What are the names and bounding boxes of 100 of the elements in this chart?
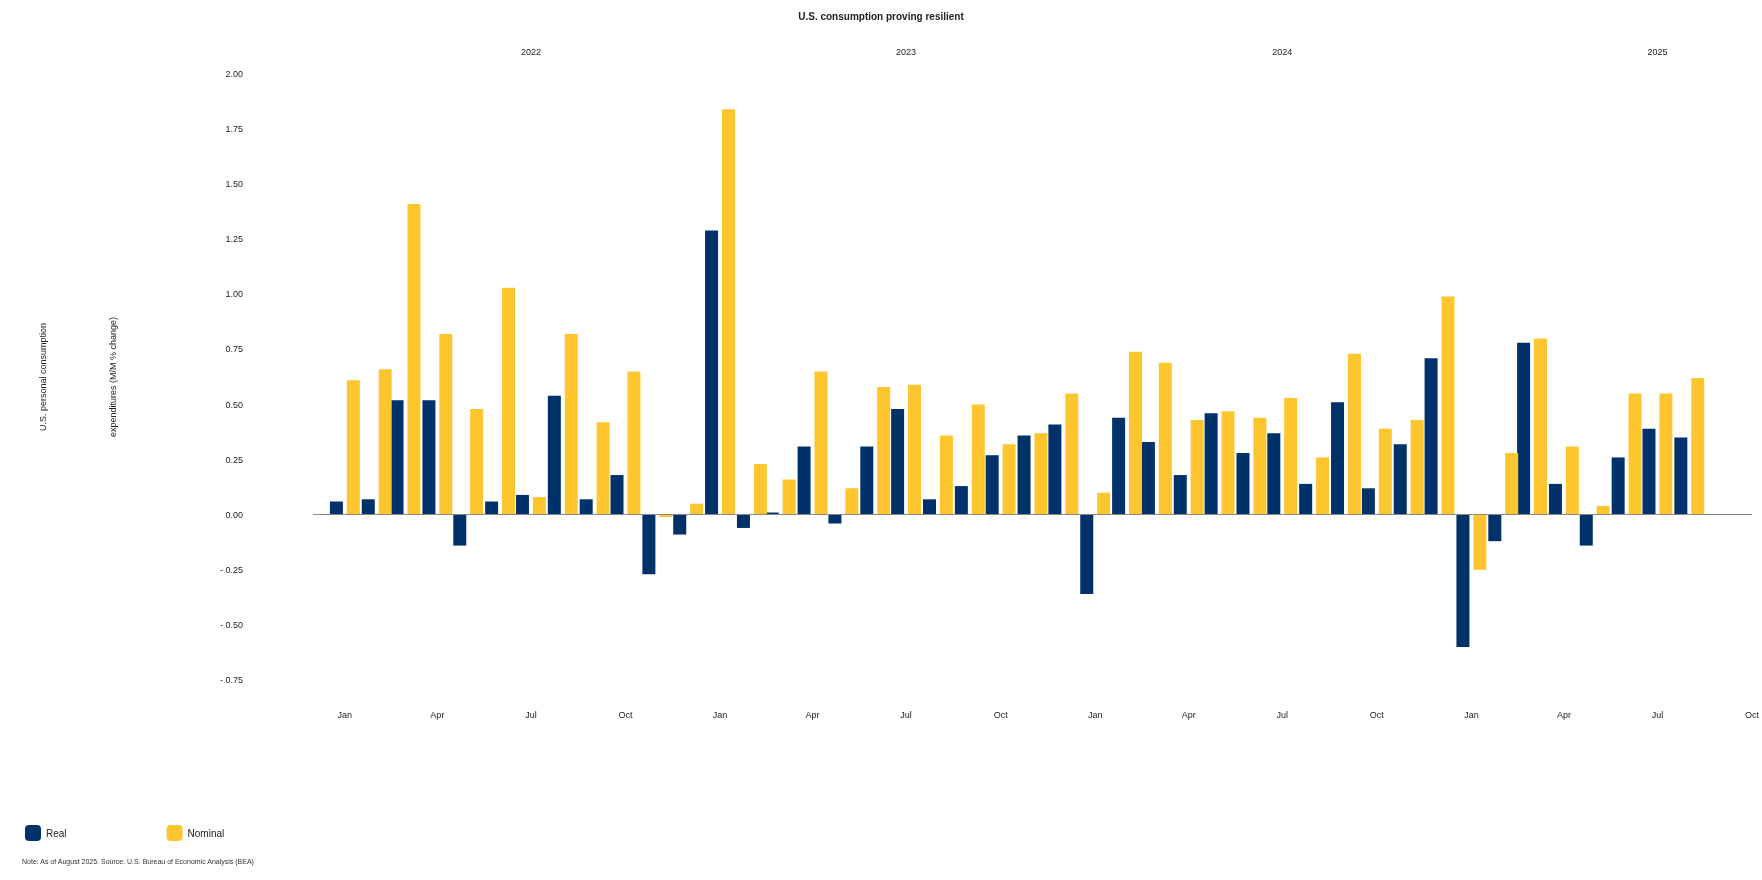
x-tick-label: Jan [1087,709,1103,720]
bar [1080,514,1094,595]
bar [1347,353,1361,515]
bar [1628,393,1642,515]
bar [390,400,404,515]
bar [1284,397,1298,515]
bar [673,514,687,535]
bar [1548,483,1562,515]
bar [939,435,953,515]
x2-tick-label: 2024 [1272,46,1293,57]
bar [908,384,922,515]
bar [1378,428,1392,515]
bar [1505,453,1519,515]
bar [1065,393,1079,515]
bar [1316,457,1330,515]
bar [1441,296,1455,515]
x-tick-label: Jul [525,709,537,720]
bar [1361,488,1375,515]
y-tick-label: - 0.75 [219,675,243,685]
y-tick-label: 0.75 [225,344,243,355]
bar [1674,437,1688,515]
bar [797,446,811,515]
bar [532,497,546,515]
bar [1034,433,1048,515]
bar [1253,417,1267,515]
bar [1410,419,1424,515]
bar [721,109,735,515]
x-tick-label: Apr [805,709,820,720]
y-tick-label: 1.75 [225,124,243,135]
bar [922,499,936,515]
bar [1173,475,1187,515]
bar [1048,424,1062,515]
bar [1659,393,1673,515]
bar [1488,514,1502,542]
bar [407,204,421,515]
bar [690,503,704,515]
bar [485,501,499,515]
bar [782,479,796,515]
x-tick-label: Jan [1464,709,1479,720]
text: U.S. personal consumption expenditures (M/M % change) [38,316,118,438]
bar [891,408,905,515]
x-tick-label: Jan [337,709,353,720]
y-tick-label: 1.50 [225,179,243,190]
bar [329,501,343,515]
bar [1579,514,1593,546]
chart-title: U.S. consumption proving resilient [798,10,965,22]
x-tick-label: Jan [712,709,728,720]
y-tick-label: - 0.25 [219,564,243,575]
x-tick-label: Oct [993,709,1009,720]
x-tick-label: Oct [1369,709,1385,720]
bar [659,514,673,517]
bar [705,230,719,515]
x2-tick-label: 2025 [1647,46,1668,57]
y-tick-label: 0.00 [225,509,243,520]
bar [1611,457,1625,515]
bar [1642,428,1656,515]
y-tick-label: 1.00 [225,289,243,300]
bar [1204,413,1218,515]
bar [753,464,767,515]
x-tick-label: Oct [618,709,633,720]
bar [1112,417,1126,515]
x-tick-label: Jul [1276,709,1289,720]
x-tick-label: Jul [900,709,912,720]
bar [1424,358,1438,515]
bar [642,514,656,575]
bar [1331,402,1345,515]
x2-tick-label: 2023 [896,46,917,57]
y-tick-label: 0.25 [225,454,243,465]
bar [877,386,891,515]
bar [736,514,750,528]
legend-label: Real [46,827,67,839]
x-tick-label: Apr [1181,709,1196,720]
bar [1456,514,1470,647]
bar [1221,411,1235,515]
bar [564,334,578,515]
bar [1691,378,1705,515]
y-tick-label: 2.00 [225,69,243,79]
bar [1158,362,1172,515]
bar [1097,492,1111,515]
bar [346,380,360,515]
x-tick-label: Jul [1651,709,1664,720]
bar [1473,514,1487,570]
bar [439,334,453,515]
bar [470,408,484,515]
bar [1141,442,1155,515]
bar [1129,351,1143,515]
bar [1236,453,1250,515]
bar [515,494,529,515]
bar [1267,433,1281,515]
bar [1393,444,1407,515]
bar [502,287,516,515]
bar [814,371,828,515]
x-tick-label: Oct [1744,709,1760,720]
bar [627,371,641,515]
x-tick-label: Apr [1556,709,1571,720]
legend-label: Nominal [187,827,225,839]
bar [453,514,467,546]
bar [1299,483,1313,515]
y-tick-label: 0.50 [225,399,243,410]
bar [378,369,392,515]
